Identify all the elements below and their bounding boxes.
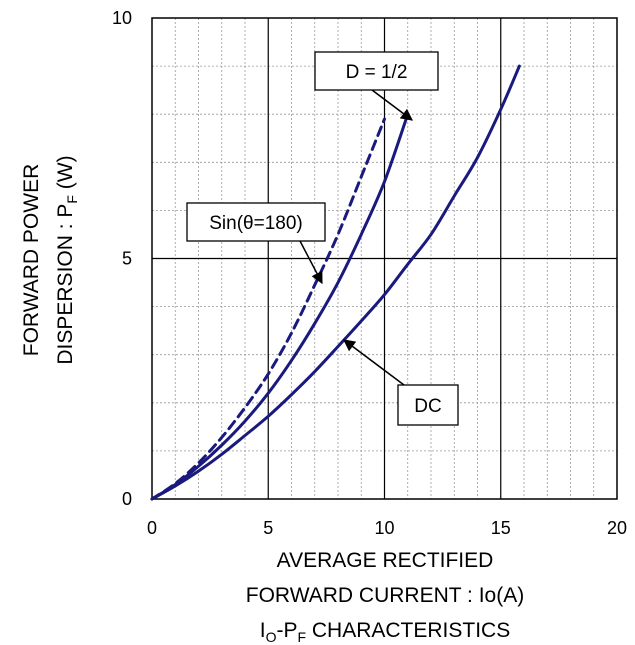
x-tick-label: 20 xyxy=(607,518,627,538)
chart-caption: IO-PF CHARACTERISTICS xyxy=(260,619,510,645)
annotation-sin-180: Sin(θ=180) xyxy=(186,202,326,285)
annotation-arrow xyxy=(343,339,405,386)
series-line-dc xyxy=(150,64,521,501)
plot-frame xyxy=(151,17,618,500)
x-tick-label: 15 xyxy=(491,518,511,538)
y-tick-label: 0 xyxy=(122,489,132,509)
major-grid xyxy=(152,18,617,499)
annotation-arrow xyxy=(299,240,323,285)
y-tick-label: 5 xyxy=(122,249,132,269)
x-tick-label: 10 xyxy=(374,518,394,538)
annotation-box xyxy=(186,202,326,242)
y-tick-label: 10 xyxy=(112,8,132,28)
annotation-layer: D = 1/2 Sin(θ=180) DC xyxy=(186,51,459,426)
annotation-label: DC xyxy=(414,396,441,417)
annotation-box xyxy=(314,51,439,91)
series-layer xyxy=(150,64,521,501)
y-axis-title-line1: FORWARD POWER xyxy=(20,164,43,357)
annotation-box xyxy=(397,384,459,426)
annotation-arrow xyxy=(371,89,413,121)
annotation-d-1-2: D = 1/2 xyxy=(314,51,439,121)
y-tick-labels: 0 5 10 xyxy=(112,8,132,509)
annotation-label: D = 1/2 xyxy=(346,62,408,83)
series-line-sin-180 xyxy=(150,117,386,501)
y-axis-title-line2: DISPERSION : PF (W) xyxy=(54,155,80,364)
annotation-dc: DC xyxy=(343,339,459,426)
x-axis-title-line1: AVERAGE RECTIFIED xyxy=(277,549,494,572)
x-tick-labels: 0 5 10 15 20 xyxy=(147,518,627,538)
x-axis-title-line2: FORWARD CURRENT : Io(A) xyxy=(246,584,524,607)
annotation-label: Sin(θ=180) xyxy=(209,213,302,234)
series-line-d-1-2 xyxy=(150,112,410,501)
x-tick-label: 5 xyxy=(263,518,273,538)
x-tick-label: 0 xyxy=(147,518,157,538)
